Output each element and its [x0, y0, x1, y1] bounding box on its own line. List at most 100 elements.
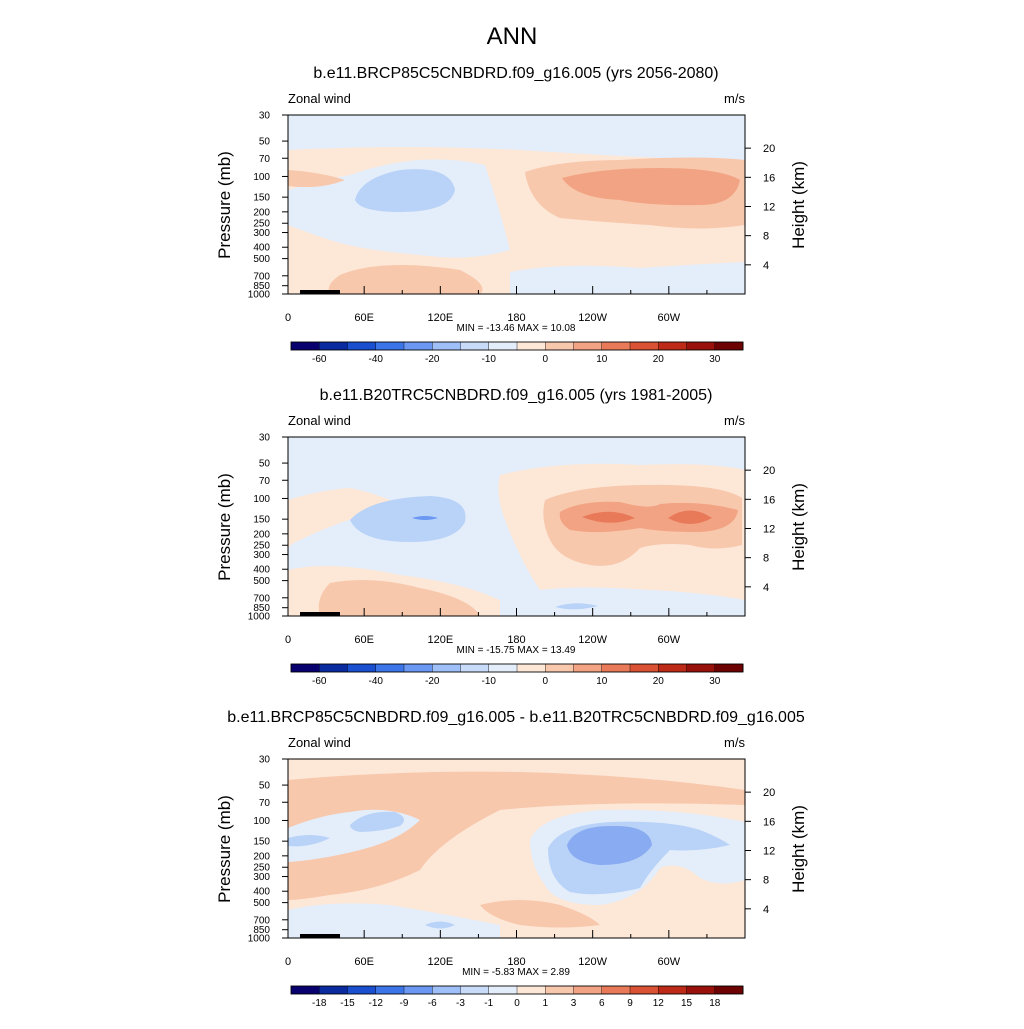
y-tick-label: 30	[259, 111, 271, 122]
y-tick-label: 500	[253, 576, 270, 587]
colorbar-swatch	[601, 663, 631, 673]
y2-tick-label: 16	[763, 494, 775, 506]
colorbar-label: -40	[369, 676, 384, 687]
y2-tick-label: 16	[763, 816, 775, 828]
y-tick-label: 700	[253, 593, 270, 604]
colorbar-swatch	[432, 341, 461, 351]
right-label: m/s	[724, 413, 745, 428]
y-axis-label: Pressure (mb)	[215, 151, 234, 259]
y2-tick-label: 4	[763, 582, 769, 594]
colorbar-label: -10	[482, 354, 497, 365]
y-tick-label: 1000	[248, 934, 271, 945]
y2-tick-label: 8	[763, 553, 769, 565]
colorbar-swatch	[573, 663, 603, 673]
colorbar-swatch	[686, 663, 716, 673]
colorbar-swatch	[403, 663, 433, 673]
colorbar-frame	[290, 663, 744, 673]
contour-fill	[288, 771, 745, 900]
x-tick-label: 120E	[427, 634, 453, 646]
y-tick-label: 1000	[248, 612, 271, 623]
colorbar-swatch	[516, 341, 546, 351]
y-tick-label: 100	[253, 816, 270, 827]
y-tick-label: 150	[253, 515, 270, 526]
colorbar-label: 12	[653, 998, 665, 1009]
colorbar-swatch	[516, 985, 546, 995]
y-tick-label: 70	[259, 154, 271, 165]
y-tick-label: 200	[253, 851, 270, 862]
colorbar-label: 10	[596, 354, 608, 365]
y-tick-label: 50	[259, 137, 271, 148]
left-label: Zonal wind	[288, 413, 351, 428]
colorbar-label: -60	[312, 676, 327, 687]
y-tick-label: 50	[259, 459, 271, 470]
colorbar: -18 -15 -12 -9 -6 -3 -1 0 1 3 6 9 12 15 18	[290, 985, 744, 1009]
contour-field	[288, 437, 745, 616]
colorbar-swatch	[629, 985, 659, 995]
y-axis-label: Pressure (mb)	[215, 473, 234, 581]
y-tick-label: 150	[253, 193, 270, 204]
colorbar-label: 3	[571, 998, 577, 1009]
colorbar-swatch	[545, 663, 574, 673]
x-tick-label: 60E	[354, 956, 374, 968]
y-tick-label: 200	[253, 529, 270, 540]
colorbar-swatch	[714, 341, 744, 351]
colorbar-swatch	[460, 341, 490, 351]
contour-fill	[288, 115, 745, 162]
y-tick-label: 850	[253, 603, 270, 614]
left-label: Zonal wind	[288, 91, 351, 106]
x-tick-label: 180	[507, 634, 525, 646]
y-tick-label: 50	[259, 781, 271, 792]
colorbar-swatch	[601, 341, 631, 351]
colorbar-swatch	[347, 663, 377, 673]
contour-fill	[328, 265, 483, 294]
y-tick-label: 250	[253, 219, 270, 230]
colorbar-label: -60	[312, 354, 327, 365]
colorbar-swatch	[319, 985, 348, 995]
colorbar-swatch	[488, 341, 518, 351]
colorbar-swatch	[375, 663, 405, 673]
contour-fill	[668, 510, 712, 524]
colorbar-label: 20	[653, 676, 665, 687]
colorbar-label: 9	[627, 998, 633, 1009]
colorbar-swatch	[601, 985, 631, 995]
colorbar-frame	[290, 341, 744, 351]
y-tick-label: 400	[253, 887, 270, 898]
y-tick-label: 850	[253, 925, 270, 936]
colorbar-swatch	[347, 341, 377, 351]
colorbar-label: 0	[542, 676, 548, 687]
y-tick-label: 400	[253, 243, 270, 254]
contour-fill	[562, 168, 740, 206]
x-tick-label: 180	[507, 312, 525, 324]
contour-fill	[567, 825, 652, 865]
colorbar-label: 10	[596, 676, 608, 687]
colorbar: -60 -40 -20 -10 0 10 20 30	[290, 663, 744, 687]
colorbar-swatch	[319, 341, 348, 351]
y-tick-label: 70	[259, 476, 271, 487]
y-tick-label: 100	[253, 494, 270, 505]
colorbar-label: -1	[484, 998, 493, 1009]
x-tick-label: 60E	[354, 312, 374, 324]
panel-title: b.e11.BRCP85C5CNBDRD.f09_g16.005 - b.e11…	[227, 709, 805, 726]
contour-fill	[288, 170, 345, 188]
y2-axis-label: Height (km)	[789, 805, 808, 893]
colorbar-frame	[290, 985, 744, 995]
x-tick-label: 120W	[578, 956, 607, 968]
colorbar-swatch	[432, 985, 461, 995]
right-label: m/s	[724, 91, 745, 106]
x-tick-label: 120W	[578, 312, 607, 324]
y-tick-label: 850	[253, 281, 270, 292]
colorbar-label: 1	[542, 998, 548, 1009]
y-tick-label: 200	[253, 207, 270, 218]
topography	[300, 934, 340, 938]
min-max-stats: MIN = -15.75 MAX = 13.49	[457, 645, 576, 656]
y2-tick-label: 20	[763, 465, 775, 477]
colorbar-swatch	[658, 985, 687, 995]
colorbar-swatch	[714, 985, 744, 995]
colorbar-swatch	[488, 985, 518, 995]
y-tick-label: 150	[253, 837, 270, 848]
